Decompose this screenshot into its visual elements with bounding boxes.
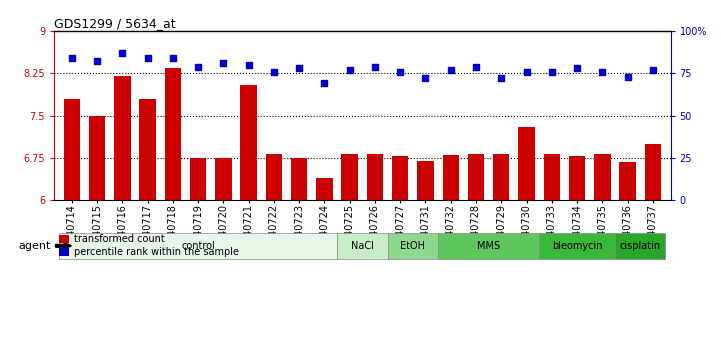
Bar — [544, 154, 560, 200]
Point — [66, 55, 78, 61]
Point — [596, 69, 608, 75]
Bar — [164, 68, 181, 200]
Bar — [59, 233, 337, 259]
Point — [142, 55, 154, 61]
Bar — [569, 156, 585, 200]
Point — [268, 69, 280, 75]
Point — [92, 59, 103, 64]
Point — [117, 50, 128, 56]
Point — [445, 67, 456, 73]
Point — [394, 69, 406, 75]
Text: cisplatin: cisplatin — [619, 241, 660, 251]
Point — [495, 76, 507, 81]
Point — [193, 64, 204, 69]
Text: MMS: MMS — [477, 241, 500, 251]
Point — [647, 67, 658, 73]
Point — [571, 66, 583, 71]
Text: agent: agent — [18, 241, 50, 251]
Bar — [89, 116, 105, 200]
Bar — [438, 233, 539, 259]
Bar — [388, 233, 438, 259]
Point — [521, 69, 532, 75]
Bar — [443, 155, 459, 200]
Text: GDS1299 / 5634_at: GDS1299 / 5634_at — [54, 17, 176, 30]
Point — [319, 81, 330, 86]
Legend: transformed count, percentile rank within the sample: transformed count, percentile rank withi… — [59, 234, 239, 257]
Bar — [139, 99, 156, 200]
Bar — [615, 233, 665, 259]
Text: control: control — [181, 241, 215, 251]
Bar — [518, 127, 535, 200]
Point — [470, 64, 482, 69]
Point — [293, 66, 305, 71]
Point — [243, 62, 255, 68]
Bar — [342, 154, 358, 200]
Point — [622, 74, 633, 79]
Bar — [367, 154, 383, 200]
Point — [420, 76, 431, 81]
Point — [369, 64, 381, 69]
Point — [344, 67, 355, 73]
Bar — [265, 154, 282, 200]
Point — [546, 69, 557, 75]
Text: NaCl: NaCl — [351, 241, 373, 251]
Bar — [493, 154, 510, 200]
Bar — [468, 154, 485, 200]
Bar — [240, 85, 257, 200]
Bar — [317, 178, 332, 200]
Text: EtOH: EtOH — [400, 241, 425, 251]
Bar — [417, 161, 433, 200]
Bar — [645, 144, 661, 200]
Bar — [392, 156, 408, 200]
Point — [167, 55, 179, 61]
Bar — [114, 76, 131, 200]
Bar — [337, 233, 388, 259]
Text: bleomycin: bleomycin — [552, 241, 602, 251]
Bar — [215, 158, 231, 200]
Bar — [594, 154, 611, 200]
Bar — [291, 158, 307, 200]
Point — [218, 60, 229, 66]
Bar — [539, 233, 615, 259]
Bar — [619, 162, 636, 200]
Bar — [190, 158, 206, 200]
Bar — [63, 99, 80, 200]
